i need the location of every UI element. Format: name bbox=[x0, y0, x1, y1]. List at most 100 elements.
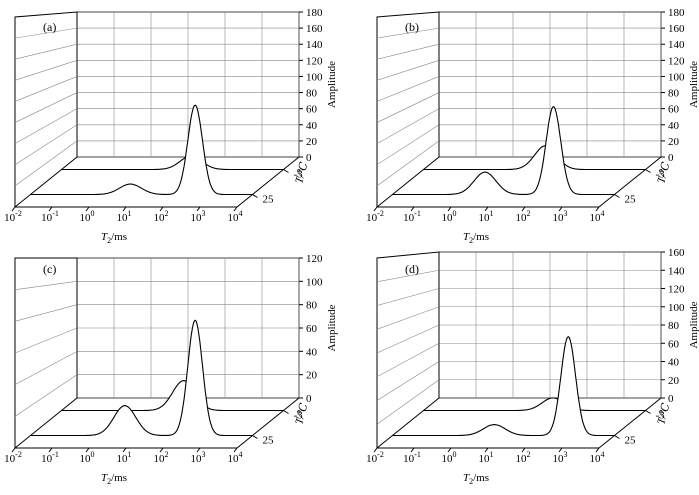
series-fill bbox=[61, 156, 284, 170]
y-tick-label: 40 bbox=[668, 120, 680, 132]
panel-c: 10-2 10-1 100 101 102 103 104 T2/ms 0 20 40 60 80 100… bbox=[4, 253, 338, 486]
x-tick bbox=[410, 447, 415, 453]
x-tick-label: 10-2 bbox=[366, 450, 384, 465]
y-tick-label: 120 bbox=[306, 55, 323, 67]
side-grid-line bbox=[376, 269, 440, 283]
x-tick-label: 104 bbox=[228, 450, 243, 465]
y-tick-label: 160 bbox=[668, 247, 685, 259]
x-tick bbox=[595, 447, 600, 453]
panel-a: 10-2 10-1 100 101 102 103 104 T2/ms 0 20 40 60 80 100… bbox=[4, 7, 338, 245]
y-tick-label: 20 bbox=[306, 136, 318, 148]
side-grid-line bbox=[14, 124, 78, 166]
x-tick-label: 100 bbox=[442, 209, 457, 224]
y-tick-label: 0 bbox=[668, 393, 674, 405]
side-grid-line bbox=[14, 60, 78, 81]
x-tick-label: 102 bbox=[154, 450, 169, 465]
y-tick-label: 140 bbox=[668, 265, 685, 277]
y-tick-label: 180 bbox=[668, 7, 685, 19]
series-line bbox=[423, 145, 646, 171]
x-tick bbox=[48, 447, 53, 453]
x-axis-ticks: 10-2 10-1 100 101 102 103 104 bbox=[366, 206, 605, 224]
x-axis-label: T2/ms bbox=[463, 231, 489, 245]
floor-right-edge bbox=[598, 397, 662, 449]
side-grid-line bbox=[376, 27, 440, 39]
x-tick bbox=[11, 447, 16, 453]
z-tick bbox=[252, 194, 258, 198]
x-tick bbox=[521, 206, 526, 212]
y-tick-label: 140 bbox=[306, 39, 323, 51]
series-line bbox=[61, 380, 284, 412]
side-grid-line bbox=[14, 27, 78, 39]
side-wall-frame bbox=[14, 11, 78, 209]
floor-right-edge bbox=[236, 156, 300, 208]
series-fill bbox=[30, 105, 253, 195]
y-tick-label: 60 bbox=[306, 323, 318, 335]
y-tick-label: 20 bbox=[668, 375, 680, 387]
y-tick-label: 100 bbox=[668, 71, 685, 83]
z-tick-label: 25 bbox=[263, 194, 275, 206]
side-grid-line bbox=[14, 76, 78, 102]
x-tick bbox=[159, 447, 164, 453]
z-tick-label: -3 bbox=[294, 169, 304, 181]
x-tick bbox=[196, 206, 201, 212]
side-grid-line bbox=[376, 306, 440, 330]
x-tick-label: 100 bbox=[80, 209, 95, 224]
y-tick-label: 0 bbox=[306, 393, 312, 405]
side-grid-line bbox=[376, 379, 440, 425]
x-tick bbox=[447, 206, 452, 212]
x-tick bbox=[85, 447, 90, 453]
y-axis-ticks: 0 20 40 60 80 100 120 140 160 180 bbox=[661, 7, 685, 164]
y-tick-label: 100 bbox=[306, 276, 323, 288]
z-tick bbox=[252, 435, 258, 439]
side-grid-line bbox=[376, 140, 440, 187]
side-grid-line bbox=[376, 92, 440, 123]
x-tick-label: 10-1 bbox=[41, 450, 59, 465]
z-tick bbox=[645, 410, 651, 414]
y-tick-label: 20 bbox=[668, 136, 680, 148]
series-fill bbox=[423, 145, 646, 170]
series-line bbox=[392, 335, 615, 437]
y-tick-label: 160 bbox=[306, 23, 323, 35]
y-tick-label: 120 bbox=[306, 253, 323, 265]
series-line bbox=[392, 106, 615, 196]
z-tick-label: 25 bbox=[263, 435, 275, 447]
x-tick bbox=[122, 447, 127, 453]
z-axis-label: T/℃ bbox=[655, 160, 672, 185]
panel-label: (b) bbox=[405, 20, 419, 34]
y-tick-label: 80 bbox=[306, 300, 318, 312]
y-tick-label: 100 bbox=[668, 302, 685, 314]
z-tick bbox=[283, 169, 289, 173]
z-axis-label: T/℃ bbox=[293, 401, 310, 426]
x-tick bbox=[521, 447, 526, 453]
z-tick bbox=[645, 169, 651, 173]
x-tick-label: 100 bbox=[80, 450, 95, 465]
side-grid-line bbox=[14, 327, 78, 354]
y-tick-label: 100 bbox=[306, 71, 323, 83]
x-tick bbox=[233, 447, 238, 453]
y-axis-label: Amplitude bbox=[688, 301, 699, 348]
x-tick-label: 101 bbox=[117, 450, 132, 465]
y-tick-label: 60 bbox=[306, 104, 318, 116]
y-axis-ticks: 0 20 40 60 80 100 120 140 160 180 bbox=[299, 7, 323, 164]
x-axis-ticks: 10-2 10-1 100 101 102 103 104 bbox=[366, 447, 605, 465]
z-axis-label: T/℃ bbox=[293, 160, 310, 185]
x-tick-label: 101 bbox=[479, 209, 494, 224]
series-fill bbox=[30, 320, 253, 436]
x-tick-label: 10-2 bbox=[4, 450, 22, 465]
y-axis-label: Amplitude bbox=[688, 61, 699, 108]
x-tick bbox=[410, 206, 415, 212]
x-axis-label: T2/ms bbox=[101, 231, 127, 245]
side-grid-line bbox=[376, 43, 440, 60]
z-tick bbox=[614, 194, 620, 198]
series-fill bbox=[392, 336, 615, 436]
x-tick-label: 10-1 bbox=[403, 209, 421, 224]
side-grid-line bbox=[14, 92, 78, 123]
x-tick-label: 102 bbox=[154, 209, 169, 224]
x-tick-label: 10-2 bbox=[4, 209, 22, 224]
x-tick bbox=[484, 447, 489, 453]
y-axis-label: Amplitude bbox=[326, 61, 338, 108]
y-axis-ticks: 0 20 40 60 80 100 120 140 160 bbox=[661, 247, 685, 405]
y-tick-label: 80 bbox=[306, 88, 318, 100]
z-axis-label: T/℃ bbox=[655, 401, 672, 426]
x-tick bbox=[447, 447, 452, 453]
